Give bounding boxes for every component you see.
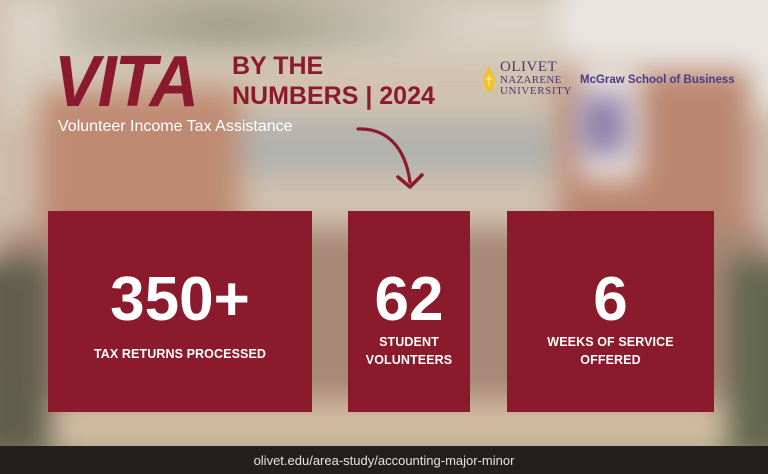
stat-weeks-of-service: 6 WEEKS OF SERVICE OFFERED (507, 211, 714, 412)
olivet-logo: OLIVET NAZARENE UNIVERSITY (482, 60, 572, 97)
title-vita: VITA (54, 42, 199, 122)
stat-label-line2: OFFERED (580, 352, 641, 367)
title-numbers-year: NUMBERS | 2024 (232, 82, 435, 110)
stat-label: STUDENT VOLUNTEERS (348, 334, 470, 369)
stat-value: 62 (374, 265, 444, 334)
footer-bar: olivet.edu/area-study/accounting-major-m… (0, 446, 768, 474)
university-name: OLIVET NAZARENE UNIVERSITY (500, 60, 572, 97)
curved-arrow-icon (356, 127, 424, 189)
university-line1: OLIVET (500, 59, 558, 75)
flame-icon (482, 65, 496, 92)
stat-tax-returns: 350+ TAX RETURNS PROCESSED (48, 211, 312, 412)
university-line3: UNIVERSITY (500, 85, 572, 97)
stat-student-volunteers: 62 STUDENT VOLUNTEERS (348, 211, 470, 412)
school-name: McGraw School of Business (580, 74, 735, 86)
stat-value: 350+ (110, 265, 250, 334)
stat-value: 6 (593, 265, 628, 334)
stat-label-line1: WEEKS OF SERVICE (547, 335, 674, 349)
stat-label: WEEKS OF SERVICE OFFERED (507, 334, 714, 369)
title-by-the: BY THE (232, 52, 324, 80)
stat-label-line1: STUDENT (379, 335, 439, 349)
stat-label: TAX RETURNS PROCESSED (93, 347, 267, 361)
footer-url[interactable]: olivet.edu/area-study/accounting-major-m… (253, 452, 515, 468)
university-line2: NAZARENE (500, 74, 562, 86)
stat-label-line2: VOLUNTEERS (365, 352, 453, 367)
subtitle: Volunteer Income Tax Assistance (58, 118, 293, 135)
